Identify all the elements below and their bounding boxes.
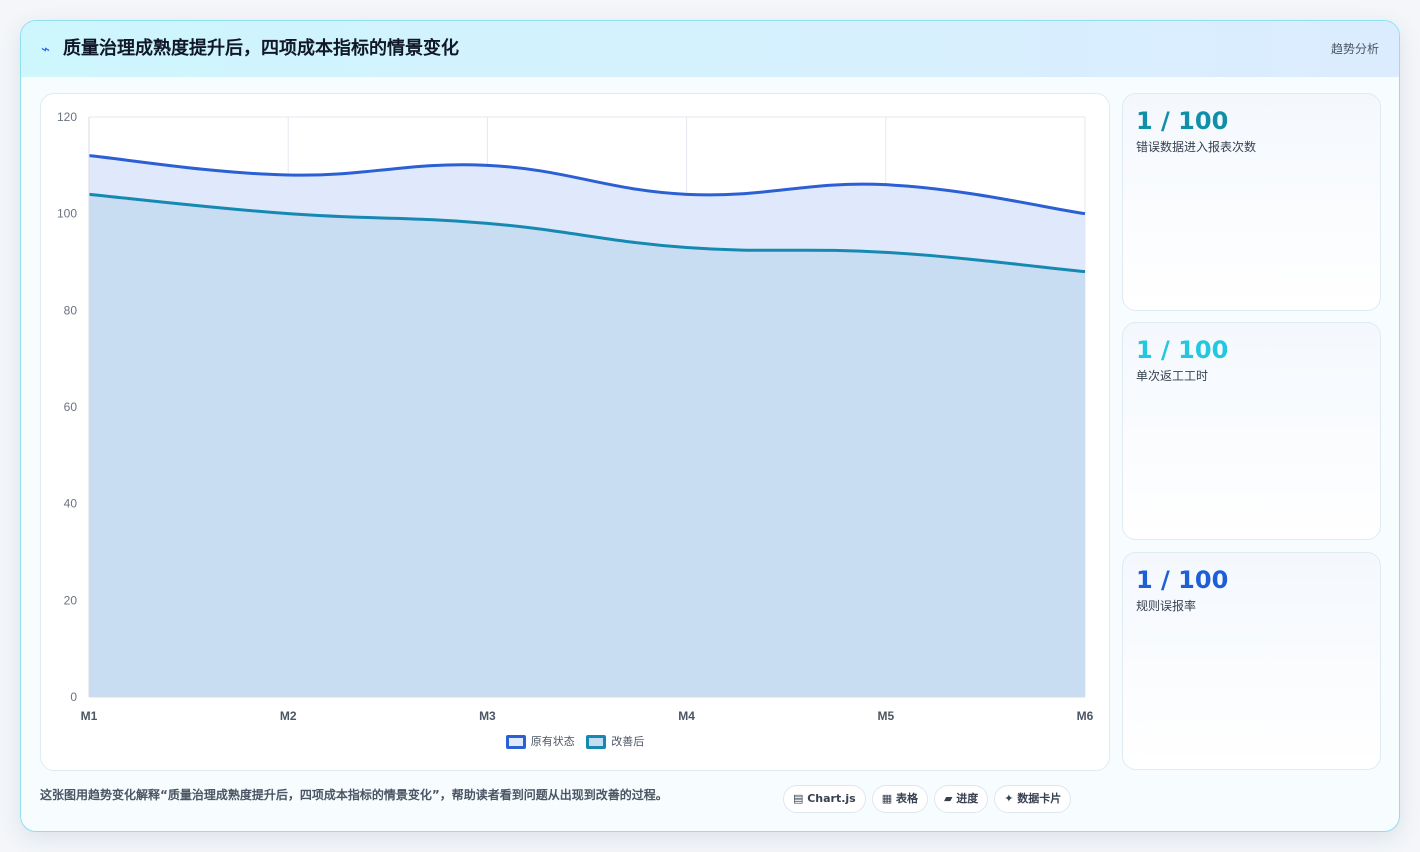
legend-item-improved[interactable]: 改善后: [586, 732, 644, 752]
stat-label: 规则误报率: [1136, 599, 1197, 613]
x-tick-label: M6: [1077, 709, 1094, 723]
legend-label-original: 原有状态: [530, 735, 575, 748]
stat-card-rework-hours: 1 / 100 单次返工工时: [1122, 322, 1381, 540]
stat-card-error-reports: 1 / 100 错误数据进入报表次数: [1122, 93, 1381, 311]
area-fill-series-1: [89, 194, 1085, 697]
legend-label-improved: 改善后: [611, 735, 645, 748]
y-tick-label: 20: [64, 593, 78, 607]
chip-data-cards[interactable]: ✦ 数据卡片: [994, 785, 1072, 813]
y-tick-label: 0: [70, 690, 77, 704]
x-tick-label: M5: [877, 709, 894, 723]
y-tick-label: 100: [57, 207, 77, 221]
stat-label: 单次返工工时: [1136, 369, 1209, 383]
chart-legend: 原有状态 改善后: [41, 732, 1109, 752]
y-tick-label: 60: [64, 400, 78, 414]
chip-chartjs[interactable]: ▤ Chart.js: [783, 785, 866, 813]
x-tick-label: M2: [280, 709, 297, 723]
page-title: 质量治理成熟度提升后，四项成本指标的情景变化: [63, 38, 459, 59]
stat-value: 1 / 100: [1136, 336, 1229, 364]
y-tick-label: 40: [64, 497, 78, 511]
feature-chips: ▤ Chart.js ▦ 表格 ▰ 进度 ✦ 数据卡片: [783, 785, 1077, 813]
legend-swatch-improved: [586, 735, 607, 749]
y-tick-label: 120: [57, 110, 77, 124]
card-header: ⌁ 质量治理成熟度提升后，四项成本指标的情景变化 趋势分析: [21, 21, 1399, 77]
area-chart: 0 20 40 60 80 100 120 M1 M2 M3 M4 M5 M6: [57, 110, 1094, 723]
y-tick-label: 80: [64, 303, 78, 317]
chart-description: 这张图用趋势变化解释“质量治理成熟度提升后，四项成本指标的情景变化”，帮助读者看…: [40, 788, 668, 802]
stat-label: 错误数据进入报表次数: [1136, 140, 1257, 154]
chip-table[interactable]: ▦ 表格: [871, 785, 928, 813]
chip-progress[interactable]: ▰ 进度: [933, 785, 989, 813]
analysis-tag: 趋势分析: [1330, 42, 1379, 56]
dashboard-card: ⌁ 质量治理成熟度提升后，四项成本指标的情景变化 趋势分析 0 20 40 60 80 1…: [20, 20, 1400, 832]
stat-card-false-positive-rate: 1 / 100 规则误报率: [1122, 552, 1381, 770]
series-line-1: [88, 192, 1086, 274]
x-tick-label: M4: [678, 709, 695, 723]
x-tick-label: M3: [479, 709, 496, 723]
stat-value: 1 / 100: [1136, 107, 1229, 135]
legend-swatch-original: [505, 735, 526, 749]
legend-item-original[interactable]: 原有状态: [505, 732, 575, 752]
chart-panel: 0 20 40 60 80 100 120 M1 M2 M3 M4 M5 M6 原有状态 改善后: [40, 93, 1110, 771]
stat-value: 1 / 100: [1136, 566, 1229, 594]
x-tick-label: M1: [81, 709, 98, 723]
series-line-0: [88, 154, 1086, 216]
sparkle-icon: ⌁: [41, 40, 51, 58]
